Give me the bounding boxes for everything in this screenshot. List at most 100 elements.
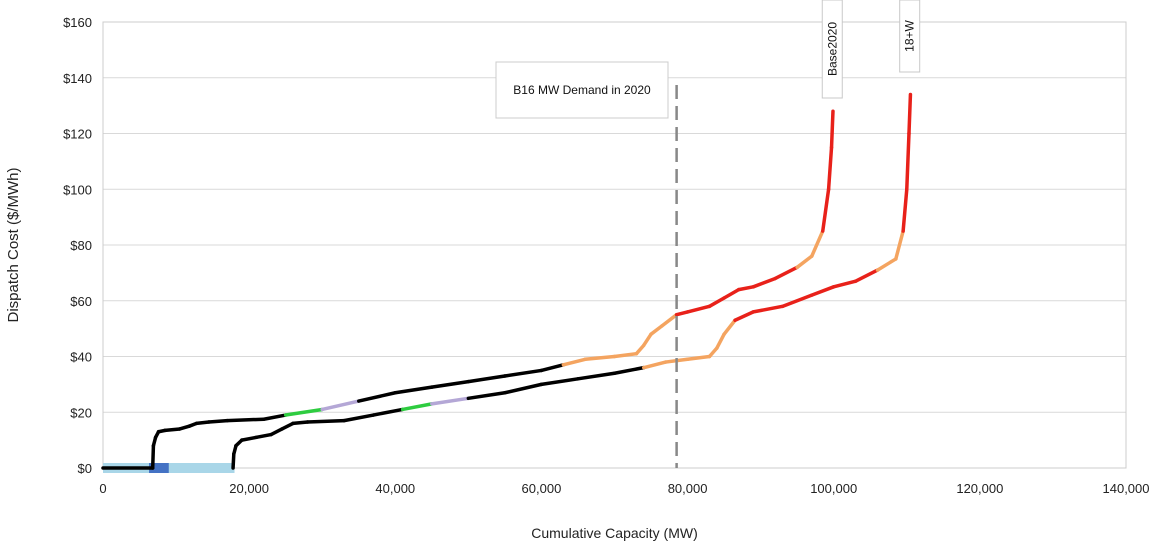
- curve-segment: [503, 382, 544, 395]
- curve-segment: [829, 109, 835, 150]
- curve-segment: [400, 402, 434, 412]
- curve-segment: [371, 407, 405, 417]
- curve-segment: [780, 293, 814, 309]
- curve-segment: [320, 399, 361, 412]
- x-tick-label: 100,000: [810, 481, 857, 496]
- curve-segment: [634, 343, 646, 356]
- curve-segment: [905, 131, 911, 191]
- y-tick-label: $120: [63, 127, 92, 142]
- y-tick-label: $60: [70, 294, 92, 309]
- curve-segment: [715, 332, 726, 350]
- curve-segment: [795, 254, 814, 270]
- x-tick-label: 0: [99, 481, 106, 496]
- series-label: Base2020: [821, 0, 843, 99]
- demand-callout-box: [495, 61, 669, 119]
- y-tick-label: $20: [70, 405, 92, 420]
- curve-segment: [674, 310, 690, 317]
- curve-segment: [283, 407, 324, 417]
- curve-segment: [853, 268, 880, 283]
- series-base2020: [101, 109, 835, 470]
- series-label: 18+W: [899, 0, 921, 73]
- zero-cost-band: [149, 463, 169, 473]
- curve-segment: [466, 390, 507, 401]
- curve-segment: [342, 413, 376, 423]
- curve-segment: [641, 332, 653, 348]
- curve-segment: [539, 363, 566, 373]
- series-label-box: [821, 0, 843, 99]
- curve-segment: [773, 265, 799, 281]
- x-axis-ticks: 0 20,000 40,000 60,000 80,000 100,000 120,000 1…: [99, 481, 1149, 496]
- demand-line-group: B16 MW Demand in 2020: [495, 61, 678, 468]
- curve-segment: [163, 427, 182, 433]
- curve-segment: [576, 371, 617, 381]
- x-tick-label: 140,000: [1103, 481, 1150, 496]
- y-tick-label: $80: [70, 238, 92, 253]
- curve-segment: [357, 390, 398, 403]
- curve-segment: [894, 229, 905, 261]
- plot-border: [102, 21, 1127, 469]
- curve-segment: [583, 354, 617, 362]
- curve-segment: [707, 296, 726, 309]
- y-tick-label: $160: [63, 15, 92, 30]
- y-tick-label: $40: [70, 350, 92, 365]
- curve-segment: [430, 396, 471, 406]
- curve-segment: [736, 285, 756, 292]
- curve-segment: [305, 418, 346, 424]
- y-axis-ticks: $0 $20 $40 $60 $80 $100 $120 $140 $160: [63, 15, 92, 476]
- x-tick-label: 60,000: [522, 481, 562, 496]
- curve-segment: [660, 312, 679, 328]
- curve-segment: [907, 92, 913, 136]
- curve-segment: [225, 417, 266, 423]
- curve-segment: [430, 379, 471, 389]
- series-label-text: 18+W: [903, 19, 917, 51]
- x-tick-label: 80,000: [668, 481, 708, 496]
- curve-segment: [810, 285, 836, 297]
- x-tick-label: 120,000: [956, 481, 1003, 496]
- curve-segment: [751, 276, 778, 289]
- curve-segment: [254, 432, 273, 440]
- curve-segment: [207, 418, 229, 424]
- curve-segment: [810, 229, 825, 258]
- curve-segment: [466, 374, 507, 384]
- curve-segment: [612, 351, 639, 359]
- curve-segment: [685, 304, 712, 314]
- curve-segment: [231, 452, 236, 470]
- curve-segment: [240, 435, 259, 442]
- curve-segment: [612, 365, 646, 375]
- y-tick-label: $100: [63, 182, 92, 197]
- y-tick-label: $0: [78, 461, 92, 476]
- curve-segment: [707, 346, 719, 359]
- curve-segment: [262, 413, 288, 421]
- curve-segment: [826, 145, 834, 191]
- curve-segment: [685, 354, 712, 362]
- series-label-text: Base2020: [825, 22, 839, 76]
- demand-callout-label: B16 MW Demand in 2020: [513, 83, 651, 97]
- curve-segment: [901, 187, 909, 233]
- curve-segment: [722, 318, 737, 336]
- x-tick-label: 20,000: [229, 481, 269, 496]
- curve-segment: [503, 368, 544, 378]
- y-axis-title: Dispatch Cost ($/MWh): [5, 167, 22, 322]
- curve-segment: [831, 279, 858, 289]
- curve-segment: [539, 377, 580, 387]
- curve-segment: [733, 310, 756, 323]
- curve-segment: [821, 187, 831, 233]
- zero-cost-bands: [103, 463, 235, 473]
- curve-segment: [280, 421, 295, 431]
- curve-segment: [393, 385, 434, 395]
- curve-segment: [194, 420, 211, 426]
- y-tick-label: $140: [63, 71, 92, 86]
- curve-segment: [751, 304, 785, 314]
- x-tick-label: 40,000: [375, 481, 415, 496]
- series-labels: Base2020 18+W: [821, 0, 921, 99]
- curve-segment: [561, 357, 588, 367]
- series-18-w: [231, 92, 913, 470]
- curve-segment: [722, 287, 741, 300]
- supply-curves: [101, 92, 913, 470]
- curve-segment: [649, 324, 664, 336]
- curve-segment: [269, 427, 284, 437]
- series-label-box: [899, 0, 921, 73]
- curve-segment: [291, 420, 310, 426]
- curve-segment: [875, 257, 898, 272]
